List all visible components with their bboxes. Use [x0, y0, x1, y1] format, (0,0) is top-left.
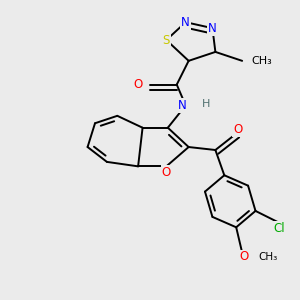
Text: CH₃: CH₃ [251, 56, 272, 66]
Text: Cl: Cl [274, 222, 285, 235]
Text: O: O [133, 78, 142, 91]
Text: N: N [178, 99, 187, 112]
Text: O: O [233, 123, 242, 136]
Text: O: O [239, 250, 248, 263]
Text: N: N [208, 22, 217, 34]
Text: H: H [202, 99, 210, 109]
Text: N: N [181, 16, 190, 29]
Text: CH₃: CH₃ [259, 252, 278, 262]
Text: O: O [162, 166, 171, 179]
Text: S: S [163, 34, 170, 46]
